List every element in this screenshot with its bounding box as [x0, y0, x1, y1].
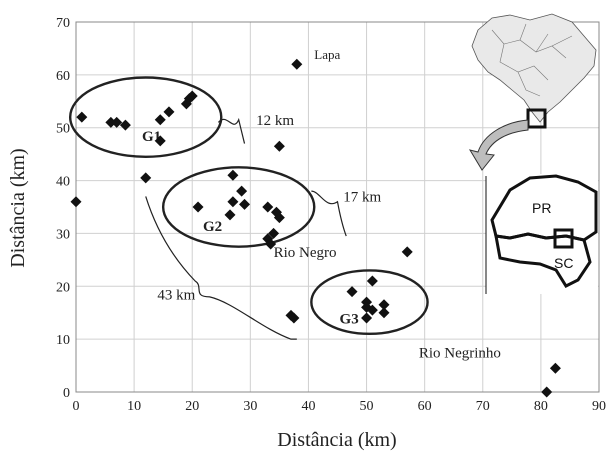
- data-point: [186, 90, 198, 102]
- data-point: [70, 196, 82, 208]
- data-point: [549, 362, 561, 374]
- place-label: Lapa: [314, 47, 340, 62]
- data-point: [378, 307, 390, 319]
- data-point: [401, 246, 413, 258]
- data-point: [163, 106, 175, 118]
- y-tick-label: 10: [56, 333, 70, 348]
- brace-43km: [145, 196, 297, 340]
- zoom-arrow: [468, 119, 529, 171]
- data-point: [140, 172, 152, 184]
- inset-zoom-box: [553, 228, 574, 249]
- data-point: [291, 58, 303, 70]
- y-tick-labels: 0 10 20 30 40 50 60 70: [56, 16, 70, 401]
- x-tick-label: 40: [301, 399, 315, 414]
- distance-label: 17 km: [343, 190, 381, 206]
- y-tick-label: 50: [56, 122, 70, 137]
- x-tick-label: 60: [418, 399, 432, 414]
- place-label: Rio Negro: [274, 245, 337, 261]
- label-sc: SC: [554, 255, 573, 271]
- data-points: [70, 58, 561, 398]
- group-ellipse-g2: [161, 166, 316, 248]
- data-point: [268, 227, 280, 239]
- y-tick-label: 0: [63, 386, 70, 401]
- x-tick-label: 80: [534, 399, 548, 414]
- brazil-map-inset: [471, 13, 597, 129]
- data-point: [273, 212, 285, 224]
- data-point: [239, 198, 251, 210]
- data-point: [227, 169, 239, 181]
- annotations: Lapa Rio Negro Rio Negrinho 12 km 17 km 43 km: [145, 47, 501, 362]
- x-tick-label: 20: [185, 399, 199, 414]
- group-ellipse-g1: [68, 76, 223, 158]
- data-point: [366, 275, 378, 287]
- place-label: Rio Negrinho: [419, 346, 501, 362]
- data-point: [154, 114, 166, 126]
- data-point: [224, 209, 236, 221]
- data-point: [346, 286, 358, 298]
- data-point: [227, 196, 239, 208]
- data-point: [236, 185, 248, 197]
- x-tick-label: 50: [360, 399, 374, 414]
- distance-label: 43 km: [157, 288, 195, 304]
- brace-17km: [311, 190, 347, 237]
- data-point: [105, 116, 117, 128]
- x-tick-label: 90: [592, 399, 606, 414]
- santa-catarina-outline: [494, 232, 592, 288]
- data-point: [361, 312, 373, 324]
- data-point: [76, 111, 88, 123]
- data-point: [154, 135, 166, 147]
- label-pr: PR: [532, 200, 551, 216]
- x-tick-label: 70: [476, 399, 490, 414]
- x-tick-label: 0: [73, 399, 80, 414]
- data-point: [111, 116, 123, 128]
- data-point: [378, 299, 390, 311]
- y-tick-label: 30: [56, 227, 70, 242]
- group-label-g2: G2: [203, 219, 222, 235]
- brazil-outline: [471, 13, 597, 123]
- data-point: [265, 238, 277, 250]
- y-tick-label: 60: [56, 69, 70, 84]
- data-point: [192, 201, 204, 213]
- y-tick-label: 20: [56, 280, 70, 295]
- group-ellipse-g3: [310, 269, 429, 336]
- x-tick-label: 30: [243, 399, 257, 414]
- x-tick-label: 10: [127, 399, 141, 414]
- data-point: [273, 140, 285, 152]
- group-label-g3: G3: [340, 311, 359, 327]
- data-point: [262, 201, 274, 213]
- y-tick-label: 70: [56, 16, 70, 31]
- brazil-state-lines: [491, 23, 573, 97]
- data-point: [119, 119, 131, 131]
- y-tick-label: 40: [56, 175, 70, 190]
- x-axis-label: Distância (km): [277, 429, 396, 451]
- data-point: [541, 386, 553, 398]
- brace-12km: [217, 117, 246, 144]
- data-point: [288, 312, 300, 324]
- y-axis-label: Distância (km): [7, 148, 29, 267]
- data-point: [366, 304, 378, 316]
- x-tick-labels: 0 10 20 30 40 50 60 70 80 90: [73, 399, 607, 414]
- inset-highlight-box: [526, 108, 547, 129]
- distance-label: 12 km: [256, 113, 294, 129]
- pr-sc-inset: PR SC: [485, 174, 598, 294]
